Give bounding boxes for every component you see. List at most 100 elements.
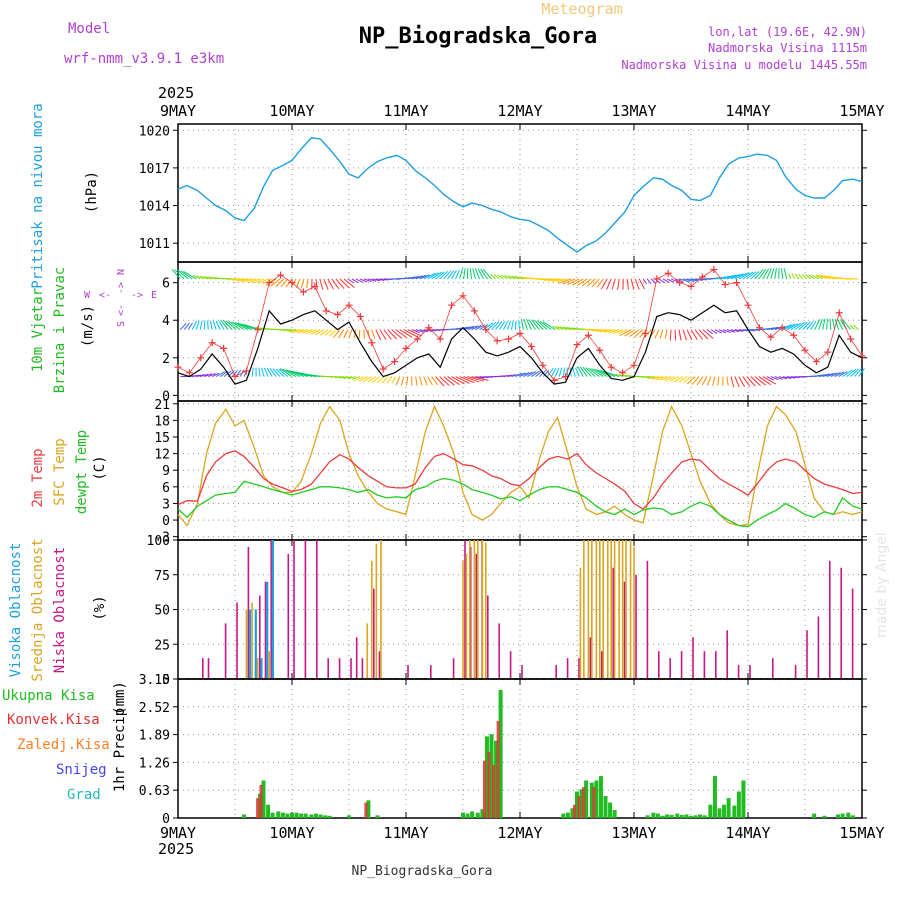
wind-barb (591, 278, 600, 288)
wind-barb (280, 278, 289, 288)
total-precip-bar (689, 815, 693, 818)
wind-barb (195, 320, 200, 330)
wind-barb (794, 273, 800, 280)
wind-barb (810, 320, 817, 330)
total-precip-bar (498, 690, 503, 818)
wind-barb (660, 376, 672, 381)
wind-barb (351, 278, 359, 284)
wind-barb (566, 327, 576, 331)
total-precip-bar (570, 808, 575, 818)
bottom-year-label: 2025 (158, 840, 194, 858)
wind-barb (606, 278, 612, 290)
wind-barb (415, 376, 418, 386)
pressure-ytick-label: 1014 (139, 200, 170, 215)
wind-barb (694, 329, 704, 340)
total-precip-bar (589, 782, 594, 818)
wind-barb (331, 278, 340, 290)
gust-line (177, 268, 863, 381)
wind-barb (500, 274, 508, 280)
precip-title: 1hr Precip (112, 708, 128, 792)
wind-barb (200, 275, 209, 280)
wind-barb (690, 329, 698, 341)
wind-barb (383, 329, 392, 340)
wind-barb (523, 318, 528, 330)
conv-precip-bar (259, 784, 263, 818)
total-precip-bar (470, 811, 475, 818)
wind-barb (788, 273, 792, 280)
wind-barb (581, 278, 592, 287)
wind-barb (575, 367, 580, 377)
bottom-date-axis: 9MAY 10MAY 11MAY 12MAY 13MAY 14MAY 15MAY (160, 824, 885, 842)
wind-barb (600, 278, 608, 290)
wind-barb (634, 329, 644, 338)
wind-barb (479, 324, 489, 331)
wind-barb (686, 376, 696, 385)
wind-barb (682, 329, 688, 341)
wind-barb (586, 278, 596, 287)
cloud-ytick-label: 50 (154, 604, 170, 619)
top-year-label: 2025 (158, 84, 194, 102)
wind-barb (730, 273, 744, 280)
wind-barb (504, 275, 512, 280)
wind-barb (572, 278, 584, 286)
wind-barb (562, 278, 576, 285)
wind-barb (278, 369, 289, 377)
wind-barb (471, 324, 482, 331)
wind-barb (758, 376, 772, 386)
wind-barb (511, 275, 520, 280)
wind-barb (846, 368, 856, 377)
wind-barb (588, 367, 600, 377)
compass-s: S (116, 321, 127, 327)
wind-barb (237, 322, 253, 331)
wind-barb (272, 368, 281, 377)
top-date-label: 15MAY (839, 102, 884, 120)
total-precip-bar (840, 813, 845, 818)
wind-barb (415, 329, 424, 333)
wind-barb (642, 376, 652, 378)
wind-barb (467, 325, 478, 331)
wind-barb (778, 376, 788, 380)
wind-barb (596, 278, 604, 288)
total-precip-bar (702, 815, 707, 818)
wind-barb (782, 376, 792, 379)
wind-barb (690, 278, 703, 281)
bottom-date-label: 10MAY (269, 824, 314, 842)
wind-barb (754, 376, 766, 386)
wind-barb (599, 329, 612, 333)
wind-barb (593, 368, 608, 378)
wind-barb (786, 376, 796, 379)
wind-barb (550, 367, 557, 377)
wind-barb (285, 369, 301, 378)
wind-barb (411, 329, 420, 333)
total-precip-bar (461, 812, 465, 818)
total-precip-bar (266, 804, 271, 818)
bottom-date-label: 11MAY (383, 824, 428, 842)
wind-barb (191, 320, 197, 330)
wind-barb (362, 376, 373, 383)
total-precip-bar (285, 813, 290, 818)
wind-barb (832, 318, 836, 330)
wind-barb (798, 273, 804, 280)
legend-snow: Snijeg (56, 762, 107, 778)
wind-barb (301, 329, 313, 334)
wind-barb (222, 319, 233, 330)
wind-barb (315, 329, 325, 336)
wind-barb (822, 318, 826, 330)
wind-barb (306, 329, 317, 335)
top-date-label: 14MAY (725, 102, 770, 120)
wind-barb (710, 329, 718, 334)
cloud-title-high: Visoka Oblacnost (8, 543, 24, 678)
wind-barb (179, 323, 187, 330)
total-precip-bar (741, 780, 746, 818)
wind-barb (683, 376, 692, 383)
wind-barb (467, 376, 484, 382)
total-precip-bar (708, 804, 713, 818)
wind-barb (431, 376, 438, 386)
total-precip-bar (261, 780, 266, 818)
wind-barb (659, 329, 664, 339)
wind-barb (577, 366, 584, 377)
wind-barb (626, 278, 629, 290)
wind-barb (225, 320, 237, 330)
wind-barb (696, 376, 704, 386)
wind-barb (215, 320, 221, 330)
